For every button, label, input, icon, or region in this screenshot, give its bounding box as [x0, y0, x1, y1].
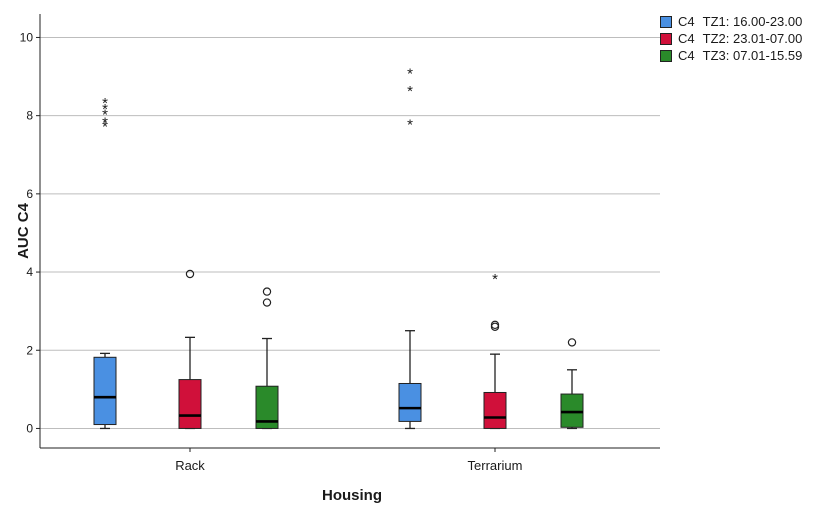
- extreme-point: *: [407, 83, 413, 100]
- x-tick-labels: Rack Terrarium: [175, 448, 522, 473]
- extreme-point: *: [407, 116, 413, 133]
- box-iqr: [255, 385, 279, 429]
- box-iqr: [178, 379, 202, 429]
- extreme-point: *: [102, 118, 108, 135]
- box-2-1: [560, 338, 584, 430]
- extreme-point: *: [102, 101, 108, 118]
- y-tick-label: 10: [20, 30, 34, 44]
- extreme-point: *: [492, 271, 498, 288]
- box-0-1: ***: [398, 66, 422, 430]
- legend-item: C4 TZ3: 07.01-15.59: [660, 47, 802, 64]
- outlier-point: [490, 320, 500, 330]
- boxes: *********: [93, 66, 584, 430]
- box-iqr: [483, 391, 507, 429]
- outlier-point: [567, 338, 577, 347]
- box-2-0: [255, 287, 279, 430]
- y-axis-title: AUC C4: [15, 202, 32, 258]
- x-tick-label: Rack: [175, 458, 205, 473]
- extreme-point: *: [102, 95, 108, 112]
- axes: [39, 14, 660, 449]
- y-tick-labels: 0 2 4 6 8 10: [20, 30, 40, 435]
- outlier-point: [262, 287, 272, 296]
- legend-variable: C4: [678, 31, 695, 46]
- outlier-point: [185, 269, 195, 279]
- legend-swatch: [660, 32, 672, 45]
- y-tick-label: 8: [26, 109, 33, 123]
- legend-label: TZ3: 07.01-15.59: [702, 48, 803, 63]
- legend-item: C4 TZ2: 23.01-07.00: [660, 30, 802, 47]
- outlier-point: [262, 298, 272, 307]
- box-iqr: [93, 356, 117, 426]
- box-0-0: *****: [93, 95, 117, 430]
- extreme-point: *: [102, 107, 108, 124]
- y-tick-label: 6: [26, 187, 33, 201]
- legend-swatch: [660, 49, 672, 62]
- legend-label: TZ2: 23.01-07.00: [702, 31, 803, 46]
- x-axis-title: Housing: [322, 487, 382, 504]
- legend: C4 TZ1: 16.00-23.00 C4 TZ2: 23.01-07.00 C4 TZ…: [660, 13, 802, 64]
- legend-variable: C4: [678, 14, 695, 29]
- box-1-1: *: [483, 271, 507, 430]
- extreme-point: *: [407, 66, 413, 83]
- legend-item: C4 TZ1: 16.00-23.00: [660, 13, 802, 30]
- gridlines: [40, 36, 660, 429]
- x-tick-label: Terrarium: [468, 458, 523, 473]
- extreme-point: *: [102, 115, 108, 132]
- legend-swatch: [660, 15, 672, 28]
- y-tick-label: 4: [26, 265, 33, 279]
- box-iqr: [398, 382, 422, 422]
- legend-label: TZ1: 16.00-23.00: [702, 14, 803, 29]
- y-tick-label: 0: [26, 421, 33, 435]
- box-1-0: [178, 269, 202, 430]
- legend-variable: C4: [678, 48, 695, 63]
- y-tick-label: 2: [26, 343, 33, 357]
- box-iqr: [560, 393, 584, 428]
